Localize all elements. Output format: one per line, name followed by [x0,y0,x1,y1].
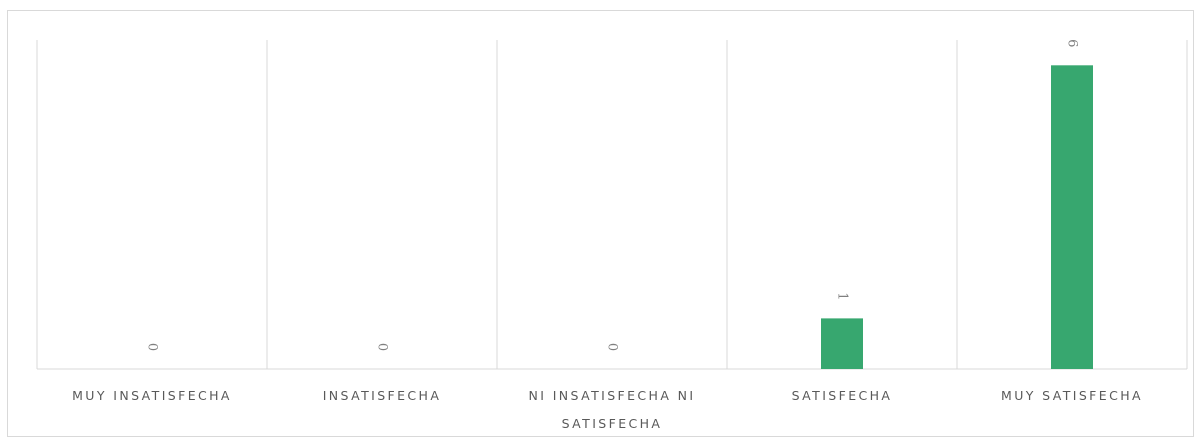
category-label-1: INSATISFECHA [323,388,442,403]
data-label-2: 0 [605,343,620,351]
category-label-line: MUY INSATISFECHA [72,388,232,403]
category-label-line: NI INSATISFECHA NI [528,388,695,403]
category-label-4: MUY SATISFECHA [1001,388,1143,403]
data-label-1: 0 [375,343,390,351]
bar-4 [1051,65,1093,370]
category-label-line: INSATISFECHA [323,388,442,403]
category-label-layer: MUY INSATISFECHA INSATISFECHA NI INSATISFE… [72,388,1143,431]
bar-layer [821,65,1093,370]
category-label-0: MUY INSATISFECHA [72,388,232,403]
category-label-line: SATISFECHA [562,416,663,431]
data-label-0: 0 [145,343,160,351]
label-layer: 0 0 0 1 6 [145,39,1080,351]
category-label-line: SATISFECHA [792,388,893,403]
bar-3 [821,318,863,369]
data-label-3: 1 [835,292,850,300]
data-label-4: 6 [1065,39,1080,47]
grid-layer [36,40,1188,370]
chart-frame [7,10,1194,437]
category-label-line: MUY SATISFECHA [1001,388,1143,403]
category-label-3: SATISFECHA [792,388,893,403]
category-label-2: NI INSATISFECHA NI SATISFECHA [528,388,695,431]
